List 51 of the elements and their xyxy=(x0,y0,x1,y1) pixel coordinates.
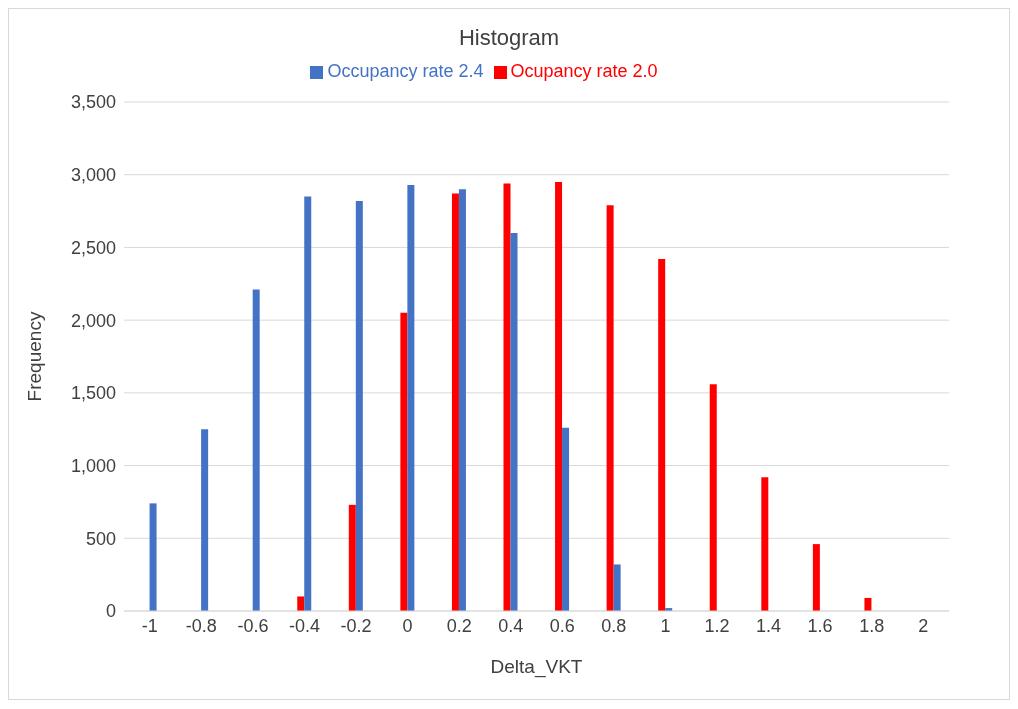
bar xyxy=(709,384,717,611)
bar xyxy=(149,503,157,611)
y-tick-label: 1,500 xyxy=(70,383,116,404)
x-tick-label: 1.8 xyxy=(859,615,885,636)
y-tick-label: 3,500 xyxy=(70,92,116,113)
legend-label: Occupancy rate 2.4 xyxy=(327,61,484,81)
bar xyxy=(304,196,312,611)
x-tick-label: 2 xyxy=(918,615,929,636)
bar xyxy=(864,597,872,611)
x-tick-label: 0.8 xyxy=(601,615,627,636)
bar xyxy=(451,193,459,611)
bar xyxy=(812,544,820,611)
bar xyxy=(297,596,305,611)
bar xyxy=(252,289,260,611)
legend-label: Ocupancy rate 2.0 xyxy=(510,61,658,81)
x-tick-label: -1 xyxy=(141,615,158,636)
bar xyxy=(555,181,563,611)
bar xyxy=(510,232,518,611)
bar xyxy=(458,189,466,611)
x-tick-label: 0.2 xyxy=(446,615,472,636)
x-tick-label: 1.4 xyxy=(756,615,782,636)
x-tick-label: -0.4 xyxy=(288,615,320,636)
x-tick-label: -0.8 xyxy=(185,615,217,636)
x-tick-label: 0 xyxy=(402,615,413,636)
y-tick-label: 500 xyxy=(85,528,116,549)
x-tick-label: -0.6 xyxy=(237,615,269,636)
x-tick-label: 0.4 xyxy=(498,615,524,636)
x-tick-label: 1.6 xyxy=(807,615,833,636)
x-tick-label: 1 xyxy=(660,615,671,636)
y-tick-label: 1,000 xyxy=(70,455,116,476)
bar xyxy=(348,504,356,611)
bar xyxy=(761,477,769,611)
bar xyxy=(503,183,511,611)
y-tick-label: 3,000 xyxy=(70,165,116,186)
y-tick-label: 2,500 xyxy=(70,237,116,258)
bar xyxy=(562,427,570,611)
x-tick-label: -0.2 xyxy=(340,615,372,636)
y-axis-title: Frequency xyxy=(23,311,45,402)
bar xyxy=(613,564,621,611)
bar xyxy=(407,184,415,611)
bar xyxy=(355,200,363,611)
x-tick-label: 0.6 xyxy=(549,615,575,636)
chart-title: Histogram xyxy=(457,25,561,51)
bar xyxy=(606,205,614,611)
bar xyxy=(658,259,666,611)
y-tick-label: 2,000 xyxy=(70,310,116,331)
x-axis-title: Delta_VKT xyxy=(490,656,583,678)
y-tick-label: 0 xyxy=(105,601,116,622)
x-tick-label: 1.2 xyxy=(704,615,730,636)
bar xyxy=(400,312,408,611)
bar xyxy=(201,429,209,611)
